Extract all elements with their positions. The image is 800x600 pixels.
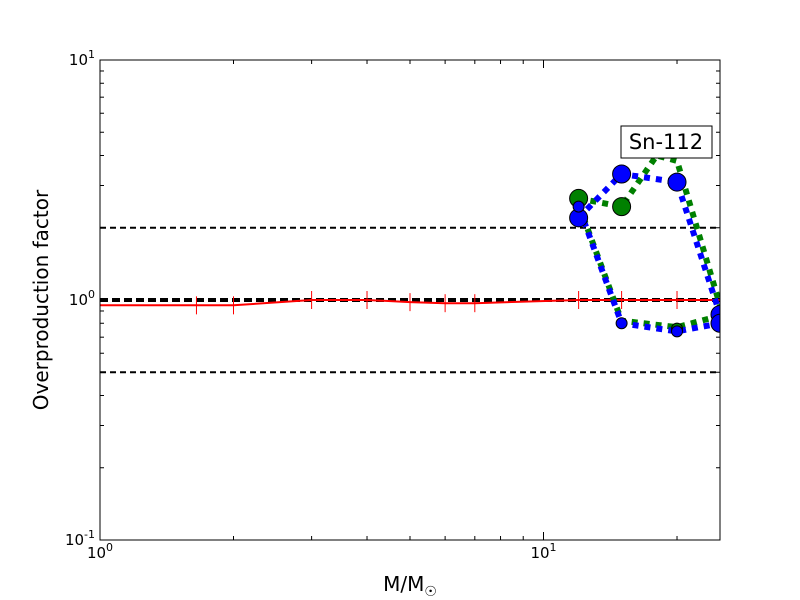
x-tick-label: 100: [87, 541, 113, 562]
series-lines: [100, 152, 720, 335]
y-tick-label: 100: [69, 288, 95, 309]
data-markers: [569, 164, 720, 338]
annotation-label: Sn-112: [629, 130, 703, 154]
data-point-marker: [671, 325, 684, 338]
plot-frame: [99, 59, 721, 541]
data-point-marker: [667, 172, 687, 192]
data-point-marker: [615, 317, 628, 330]
annotation-box: Sn-112: [620, 125, 713, 159]
y-axis-title: Overproduction factor: [29, 189, 53, 410]
series-line-0: [100, 299, 720, 307]
data-point-marker: [710, 313, 720, 333]
data-point-marker: [612, 164, 632, 184]
x-axis-title: M/M☉: [383, 572, 437, 600]
data-point-marker: [612, 197, 632, 217]
y-tick-label: 101: [69, 48, 95, 69]
series-line-1: [575, 152, 720, 331]
y-tick-label: 10-1: [65, 528, 95, 549]
data-point-marker: [572, 200, 585, 213]
x-tick-label: 101: [530, 541, 556, 562]
